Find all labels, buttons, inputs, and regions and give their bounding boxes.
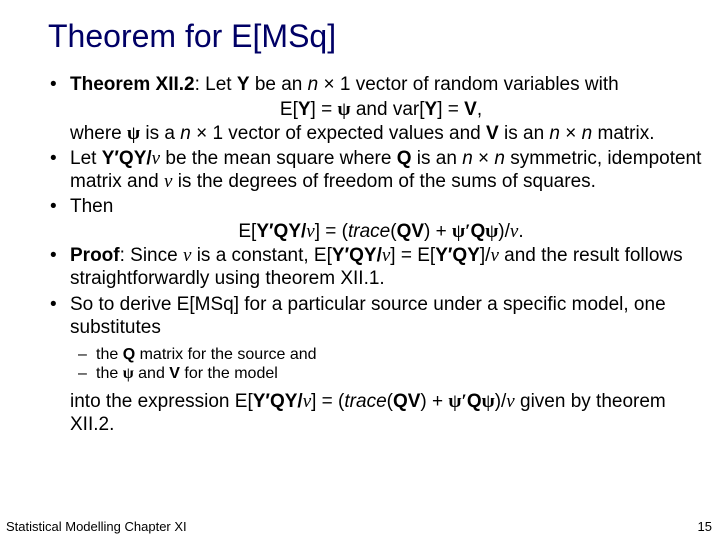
dash-icon: – xyxy=(78,364,96,384)
dash-icon: – xyxy=(78,345,96,365)
slide-title: Theorem for E[MSq] xyxy=(48,18,712,55)
footer-left: Statistical Modelling Chapter XI xyxy=(6,519,187,534)
page-number: 15 xyxy=(698,519,712,534)
bullet-dot: • xyxy=(48,195,70,218)
bullet-text: Then xyxy=(70,195,712,218)
equation-1: E[Y] = ψ and var[Y] = V, xyxy=(48,98,712,121)
bullet-1: • Theorem XII.2: Let Y be an n × 1 vecto… xyxy=(48,73,712,96)
sub-bullet-1: – the Q matrix for the source and xyxy=(48,345,712,365)
bullet-4: • Proof: Since ν is a constant, E[Y′QY/ν… xyxy=(48,244,712,290)
sub-bullet-2: – the ψ and V for the model xyxy=(48,364,712,384)
bullet-text: Let Y′QY/ν be the mean square where Q is… xyxy=(70,147,712,193)
bullet-dot: • xyxy=(48,147,70,193)
sub-text: the ψ and V for the model xyxy=(96,364,278,384)
bullet-2: • Let Y′QY/ν be the mean square where Q … xyxy=(48,147,712,193)
where-line: where ψ is a n × 1 vector of expected va… xyxy=(48,122,712,145)
bullet-dot: • xyxy=(48,73,70,96)
final-line: into the expression E[Y′QY/ν] = (trace(Q… xyxy=(48,390,712,436)
bullet-5: • So to derive E[MSq] for a particular s… xyxy=(48,293,712,339)
bullet-text: Proof: Since ν is a constant, E[Y′QY/ν] … xyxy=(70,244,712,290)
bullet-text: So to derive E[MSq] for a particular sou… xyxy=(70,293,712,339)
equation-2: E[Y′QY/ν] = (trace(QV) + ψ′Qψ)/ν. xyxy=(48,220,712,243)
bullet-3: • Then xyxy=(48,195,712,218)
content-body: • Theorem XII.2: Let Y be an n × 1 vecto… xyxy=(48,73,712,436)
bullet-dot: • xyxy=(48,244,70,290)
sub-text: the Q matrix for the source and xyxy=(96,345,317,365)
bullet-dot: • xyxy=(48,293,70,339)
bullet-text: Theorem XII.2: Let Y be an n × 1 vector … xyxy=(70,73,712,96)
sub-bullets: – the Q matrix for the source and – the … xyxy=(48,345,712,384)
